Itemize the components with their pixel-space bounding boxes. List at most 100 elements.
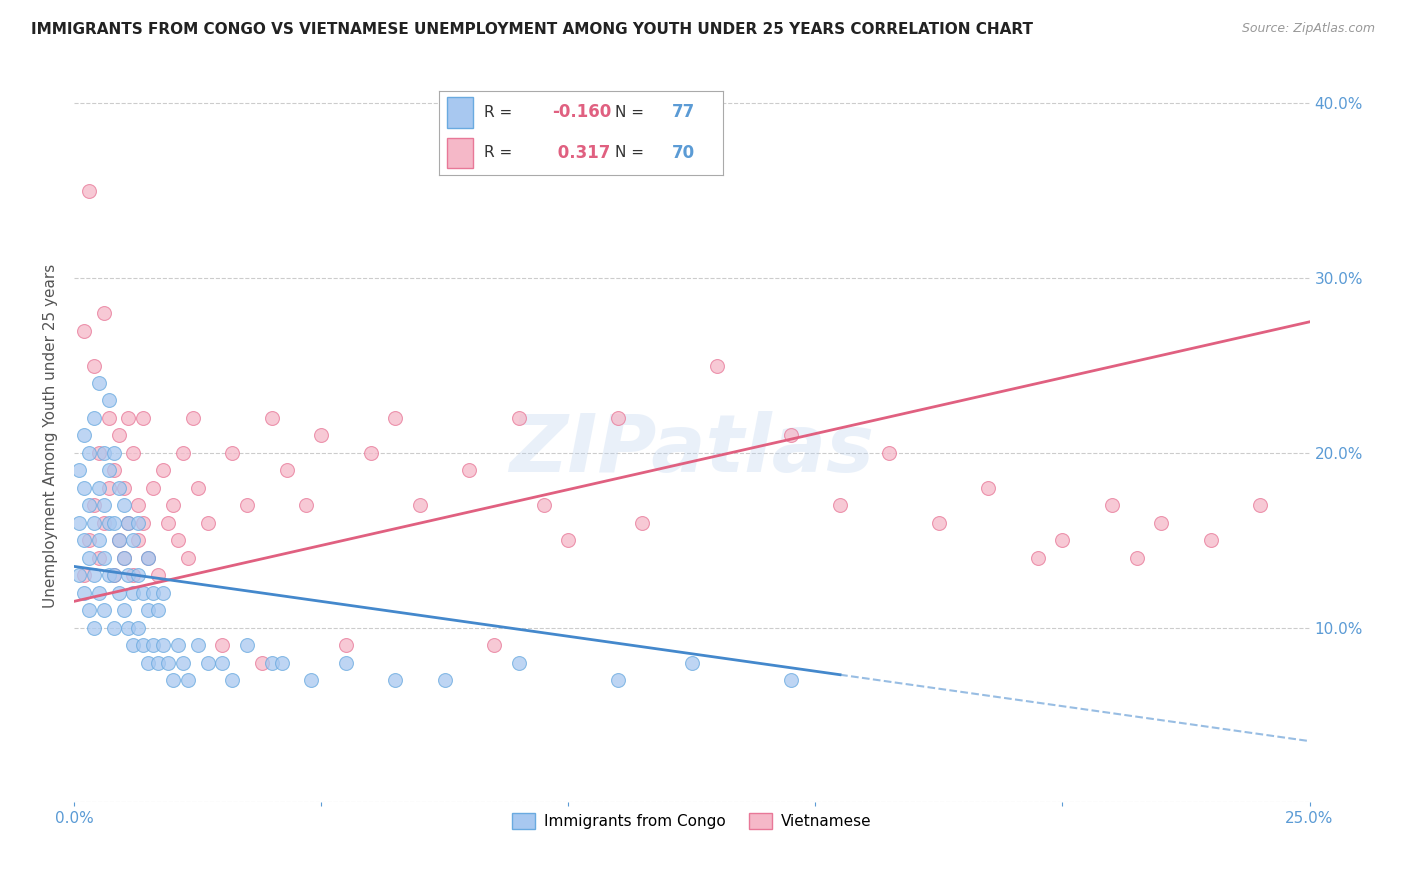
Point — [83, 516, 105, 530]
Point — [73, 533, 96, 548]
Point — [122, 533, 145, 548]
Point — [122, 585, 145, 599]
Point — [107, 533, 129, 548]
Point — [83, 621, 105, 635]
Point — [779, 428, 801, 442]
Point — [136, 550, 159, 565]
Point — [606, 673, 628, 687]
Point — [77, 550, 100, 565]
Point — [1052, 533, 1074, 548]
Point — [172, 446, 194, 460]
Point — [197, 516, 219, 530]
Point — [77, 498, 100, 512]
Point — [508, 656, 530, 670]
Point — [977, 481, 1000, 495]
Point — [631, 516, 654, 530]
Point — [67, 516, 90, 530]
Point — [103, 463, 125, 477]
Point — [187, 481, 209, 495]
Point — [482, 638, 505, 652]
Point — [142, 481, 165, 495]
Point — [236, 498, 259, 512]
Point — [384, 411, 406, 425]
Point — [187, 638, 209, 652]
Point — [77, 184, 100, 198]
Point — [93, 446, 115, 460]
Point — [136, 656, 159, 670]
Point — [87, 376, 110, 390]
Point — [87, 533, 110, 548]
Point — [117, 411, 139, 425]
Point — [93, 550, 115, 565]
Point — [221, 446, 243, 460]
Point — [167, 533, 190, 548]
Point — [132, 516, 155, 530]
Point — [779, 673, 801, 687]
Point — [67, 568, 90, 582]
Point — [73, 585, 96, 599]
Point — [152, 585, 174, 599]
Point — [83, 568, 105, 582]
Point — [1150, 516, 1173, 530]
Point — [132, 411, 155, 425]
Point — [879, 446, 901, 460]
Point — [67, 463, 90, 477]
Point — [681, 656, 703, 670]
Point — [127, 568, 149, 582]
Point — [87, 585, 110, 599]
Point — [87, 481, 110, 495]
Point — [211, 656, 233, 670]
Point — [146, 656, 169, 670]
Point — [384, 673, 406, 687]
Point — [117, 516, 139, 530]
Point — [77, 603, 100, 617]
Point — [103, 568, 125, 582]
Point — [557, 533, 579, 548]
Point — [107, 533, 129, 548]
Point — [77, 533, 100, 548]
Text: ZIPatlas: ZIPatlas — [509, 411, 875, 489]
Point — [117, 516, 139, 530]
Point — [97, 393, 120, 408]
Point — [93, 516, 115, 530]
Point — [458, 463, 481, 477]
Point — [97, 463, 120, 477]
Point — [533, 498, 555, 512]
Point — [181, 411, 204, 425]
Point — [156, 516, 179, 530]
Point — [103, 446, 125, 460]
Point — [112, 603, 135, 617]
Point — [167, 638, 190, 652]
Text: Source: ZipAtlas.com: Source: ZipAtlas.com — [1241, 22, 1375, 36]
Y-axis label: Unemployment Among Youth under 25 years: Unemployment Among Youth under 25 years — [44, 263, 58, 607]
Point — [73, 428, 96, 442]
Point — [152, 638, 174, 652]
Point — [260, 656, 283, 670]
Point — [136, 603, 159, 617]
Legend: Immigrants from Congo, Vietnamese: Immigrants from Congo, Vietnamese — [506, 806, 877, 835]
Point — [103, 568, 125, 582]
Point — [335, 656, 357, 670]
Point — [295, 498, 318, 512]
Point — [107, 481, 129, 495]
Point — [142, 638, 165, 652]
Point — [177, 550, 200, 565]
Point — [1125, 550, 1147, 565]
Point — [260, 411, 283, 425]
Point — [107, 585, 129, 599]
Point — [127, 621, 149, 635]
Point — [177, 673, 200, 687]
Text: IMMIGRANTS FROM CONGO VS VIETNAMESE UNEMPLOYMENT AMONG YOUTH UNDER 25 YEARS CORR: IMMIGRANTS FROM CONGO VS VIETNAMESE UNEM… — [31, 22, 1033, 37]
Point — [112, 481, 135, 495]
Point — [211, 638, 233, 652]
Point — [1249, 498, 1271, 512]
Point — [335, 638, 357, 652]
Point — [87, 550, 110, 565]
Point — [83, 498, 105, 512]
Point — [97, 481, 120, 495]
Point — [409, 498, 432, 512]
Point — [928, 516, 950, 530]
Point — [93, 498, 115, 512]
Point — [146, 603, 169, 617]
Point — [73, 568, 96, 582]
